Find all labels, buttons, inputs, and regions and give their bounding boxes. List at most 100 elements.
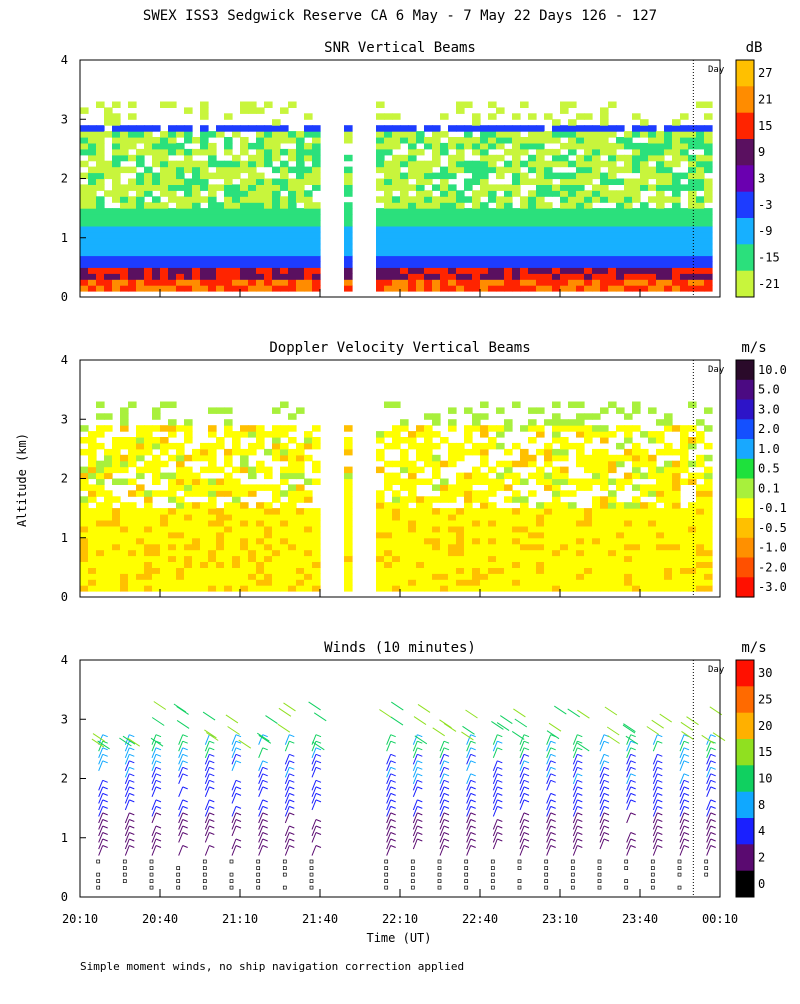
- data-cell: [128, 490, 137, 497]
- data-cell: [192, 490, 201, 497]
- data-cell: [680, 555, 689, 562]
- wind-barb: [258, 819, 264, 830]
- calm-marker: [624, 885, 629, 890]
- wind-barb: [284, 845, 290, 856]
- wind-barb-flag: [129, 838, 135, 842]
- data-cell: [544, 520, 553, 527]
- data-cell: [176, 249, 185, 257]
- data-cell: [280, 160, 289, 168]
- wind-barb: [546, 825, 552, 837]
- data-cell: [440, 531, 449, 539]
- data-cell: [192, 555, 201, 562]
- data-cell: [280, 531, 289, 539]
- data-cell: [264, 472, 273, 480]
- data-cell: [248, 196, 257, 203]
- data-cell: [688, 525, 697, 533]
- wind-barb: [204, 747, 210, 758]
- wind-barb-flag: [683, 792, 690, 796]
- data-cell: [552, 413, 561, 420]
- data-cell: [496, 537, 505, 545]
- data-cell: [112, 208, 121, 215]
- data-cell: [432, 285, 441, 292]
- data-cell: [584, 249, 593, 257]
- data-cell: [448, 273, 457, 280]
- data-cell: [96, 561, 105, 568]
- data-cell: [168, 520, 177, 527]
- wind-barb-flag: [443, 766, 450, 770]
- wind-barb: [124, 780, 130, 791]
- data-cell: [552, 508, 561, 515]
- day-label: Day: [708, 65, 725, 75]
- data-cell: [704, 160, 713, 168]
- data-cell: [144, 437, 153, 444]
- data-cell: [96, 460, 105, 468]
- data-cell: [600, 531, 609, 539]
- data-cell: [448, 520, 457, 527]
- data-cell: [704, 279, 713, 286]
- data-cell: [304, 508, 313, 515]
- data-cell: [288, 101, 297, 108]
- data-cell: [104, 107, 113, 114]
- data-cell: [600, 520, 609, 527]
- data-cell: [496, 508, 505, 515]
- data-cell: [488, 131, 497, 138]
- data-cell: [496, 214, 505, 221]
- data-cell: [88, 561, 97, 568]
- data-cell: [616, 454, 625, 462]
- wind-barb: [231, 741, 237, 752]
- calm-marker: [202, 872, 207, 877]
- calm-marker: [704, 859, 709, 864]
- calm-marker: [256, 859, 261, 864]
- data-cell: [408, 237, 417, 245]
- data-cell: [696, 496, 705, 503]
- wind-barb: [178, 812, 184, 824]
- calm-marker: [517, 866, 522, 870]
- data-cell: [592, 279, 601, 286]
- wind-barb: [652, 832, 658, 843]
- data-cell: [344, 208, 353, 215]
- data-cell: [696, 543, 705, 551]
- data-cell: [184, 125, 193, 132]
- data-cell: [624, 261, 633, 268]
- data-cell: [312, 172, 321, 180]
- data-cell: [440, 437, 449, 444]
- data-cell: [656, 184, 665, 191]
- data-cell: [136, 160, 145, 168]
- data-cell: [608, 573, 617, 580]
- data-cell: [560, 131, 569, 138]
- data-cell: [152, 160, 161, 168]
- data-cell: [184, 249, 193, 257]
- wind-barb-flag: [577, 792, 583, 796]
- data-cell: [624, 202, 633, 209]
- wind-barb: [626, 832, 632, 843]
- data-cell: [200, 555, 209, 562]
- data-cell: [688, 178, 697, 185]
- wind-barb: [572, 773, 578, 785]
- colorbar-swatch: [736, 739, 754, 766]
- data-cell: [80, 525, 89, 533]
- data-cell: [464, 579, 473, 586]
- data-cell: [544, 460, 553, 468]
- data-cell: [240, 148, 249, 156]
- wind-barb-flag: [235, 845, 242, 848]
- data-cell: [96, 472, 105, 480]
- calm-marker: [202, 885, 207, 890]
- data-cell: [120, 202, 129, 209]
- colorbar-label: 0.5: [758, 462, 780, 476]
- data-cell: [128, 178, 137, 185]
- data-cell: [232, 508, 241, 515]
- data-cell: [424, 285, 433, 292]
- colorbar-label: 9: [758, 145, 765, 159]
- wind-barb-flag: [523, 838, 530, 842]
- wind-barb: [311, 767, 317, 778]
- wind-barb-flag: [102, 779, 108, 783]
- data-cell: [632, 196, 641, 203]
- data-cell: [248, 442, 257, 450]
- calm-marker: [517, 879, 522, 883]
- data-cell: [632, 543, 641, 551]
- data-cell: [416, 466, 425, 474]
- data-cell: [440, 279, 449, 286]
- data-cell: [232, 267, 241, 274]
- data-cell: [640, 454, 649, 462]
- wind-barb-flag: [262, 812, 268, 816]
